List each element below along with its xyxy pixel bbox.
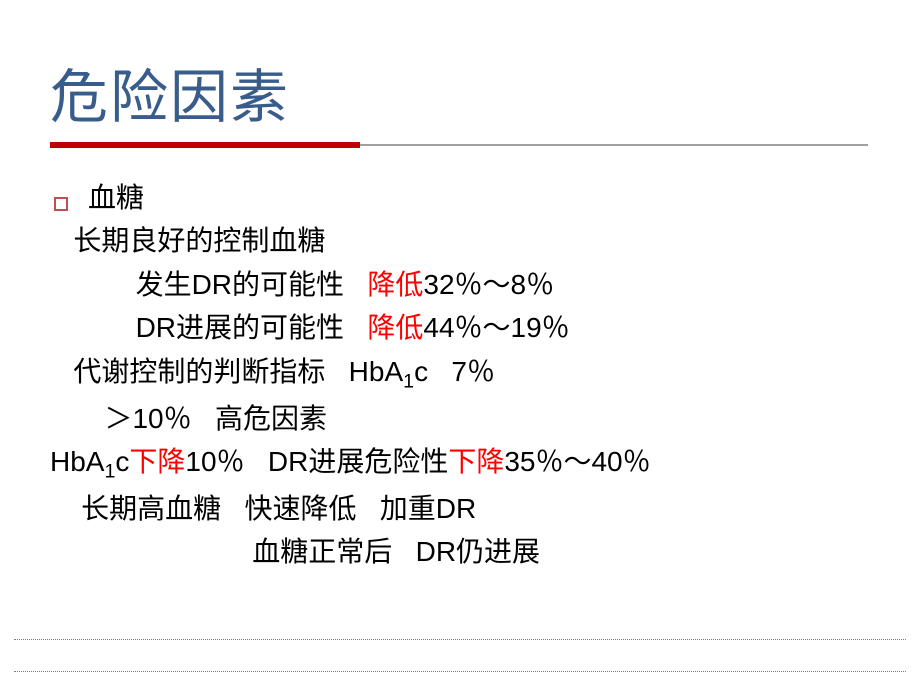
- body-line: 代谢控制的判断指标 HbA1c 7％: [50, 350, 870, 397]
- bullet-text: 血糖: [88, 176, 144, 219]
- slide-body: 血糖 长期良好的控制血糖 发生DR的可能性 降低32％～8％ DR进展的可能性 …: [50, 176, 870, 574]
- body-line: ＞10％ 高危因素: [50, 397, 870, 440]
- body-line: DR进展的可能性 降低44％～19％: [50, 306, 870, 349]
- body-line: 长期高血糖 快速降低 加重DR: [50, 487, 870, 530]
- body-line: HbA1c下降10％ DR进展危险性下降35％～40％: [50, 440, 870, 487]
- bullet-item: 血糖: [50, 176, 870, 219]
- highlight-text: 降低: [367, 269, 423, 300]
- highlight-text: 降低: [367, 312, 423, 343]
- square-bullet-icon: [54, 197, 68, 211]
- body-line: 血糖正常后 DR仍进展: [50, 530, 870, 573]
- slide-title: 危险因素: [50, 50, 870, 134]
- highlight-text: 下降: [448, 446, 504, 477]
- footer-dotted-line: [14, 671, 906, 672]
- body-line: 长期良好的控制血糖: [50, 219, 870, 262]
- title-underline: [50, 142, 870, 148]
- subscript: 1: [104, 461, 115, 483]
- subscript: 1: [403, 370, 414, 392]
- highlight-text: 下降: [129, 446, 185, 477]
- body-line: 发生DR的可能性 降低32％～8％: [50, 263, 870, 306]
- footer-dotted-line: [14, 639, 906, 640]
- underline-red: [50, 142, 360, 148]
